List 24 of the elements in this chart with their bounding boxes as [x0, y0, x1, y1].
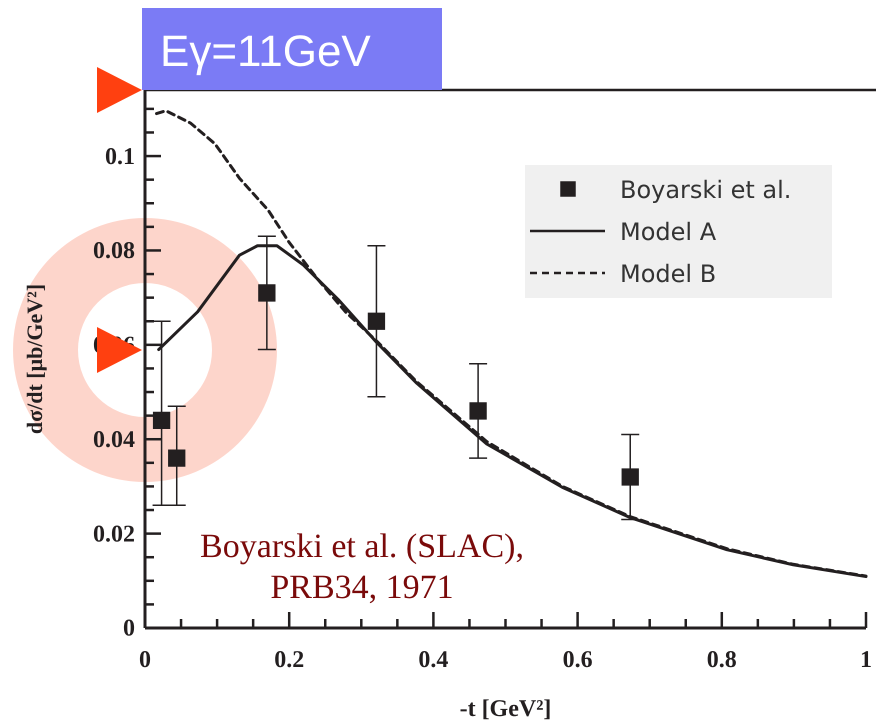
- x-tick-label: 0.4: [418, 647, 448, 674]
- y-axis-title: dσ/dt [μb/GeV²]: [22, 284, 47, 434]
- x-tick-label: 0.2: [274, 647, 304, 674]
- x-tick-label: 0.8: [706, 647, 737, 674]
- legend-label: Model A: [620, 218, 717, 246]
- legend-label: Boyarski et al.: [620, 176, 792, 204]
- point: [152, 412, 170, 430]
- x-tick-label: 0: [139, 647, 151, 674]
- point: [168, 449, 186, 467]
- y-tick-label: 0.02: [93, 521, 135, 548]
- y-tick-label: 0.04: [93, 426, 135, 453]
- x-axis-title: -t [GeV²]: [460, 696, 552, 722]
- point: [368, 312, 386, 330]
- y-tick-label: 0: [123, 616, 135, 642]
- x-tick-label: 1: [860, 647, 872, 674]
- annotation: Boyarski et al. (SLAC), PRB34, 1971: [200, 528, 524, 606]
- chart-title: Eγ=11GeV: [160, 27, 372, 76]
- point: [258, 284, 276, 302]
- x-tick-label: 0.6: [562, 647, 593, 674]
- y-tick-label: 0.1: [105, 144, 135, 170]
- legend-label: Model B: [620, 260, 716, 288]
- point: [622, 468, 639, 486]
- point: [469, 402, 487, 420]
- y-tick-label: 0.08: [93, 238, 135, 264]
